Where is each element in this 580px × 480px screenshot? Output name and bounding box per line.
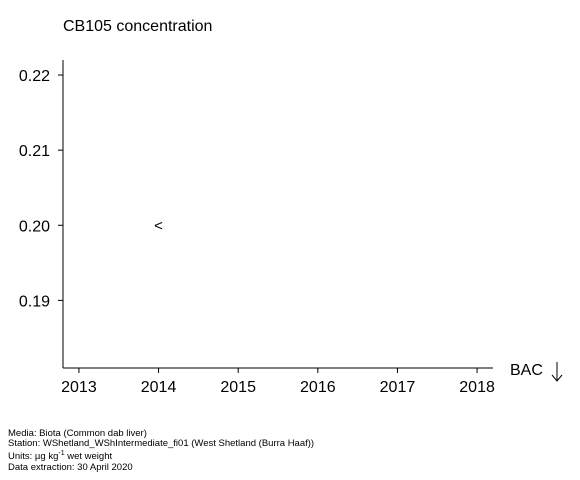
footer-units-suffix: wet weight	[64, 451, 113, 463]
footer-extraction: Data extraction: 30 April 2020	[8, 461, 133, 473]
y-tick-label: 0.20	[19, 218, 50, 235]
footer-media: Media: Biota (Common dab liver)	[8, 428, 147, 439]
footer-units-sup: -1	[58, 450, 65, 458]
y-axis: 0.22 0.21 0.20 0.19	[19, 60, 64, 368]
x-tick-label: 2016	[300, 379, 336, 396]
x-tick-label: 2014	[141, 379, 177, 396]
footer-units: Units: µg kg-1 wet weight	[8, 449, 314, 462]
x-axis: 2013 2014 2015 2016 2017 2018	[61, 367, 495, 396]
bac-annotation: BAC	[510, 362, 563, 382]
x-tick-label: 2015	[220, 379, 256, 396]
y-tick-label: 0.22	[19, 68, 50, 85]
x-tick-label: 2017	[380, 379, 416, 396]
bac-label: BAC	[510, 362, 543, 379]
data-points: <	[154, 217, 163, 234]
y-tick-label: 0.21	[19, 143, 50, 160]
x-tick-label: 2013	[61, 379, 97, 396]
down-arrow-head	[551, 374, 563, 382]
chart-footer: Media: Biota (Common dab liver) Station:…	[8, 428, 315, 473]
footer-units-prefix: Units: µg kg	[8, 451, 59, 463]
chart-title: CB105 concentration	[63, 18, 213, 35]
footer-station: Station: WShetland_WShIntermediate_fi01 …	[8, 438, 315, 450]
data-point: <	[154, 217, 163, 234]
x-tick-label: 2018	[459, 379, 495, 396]
y-tick-label: 0.19	[19, 293, 50, 310]
